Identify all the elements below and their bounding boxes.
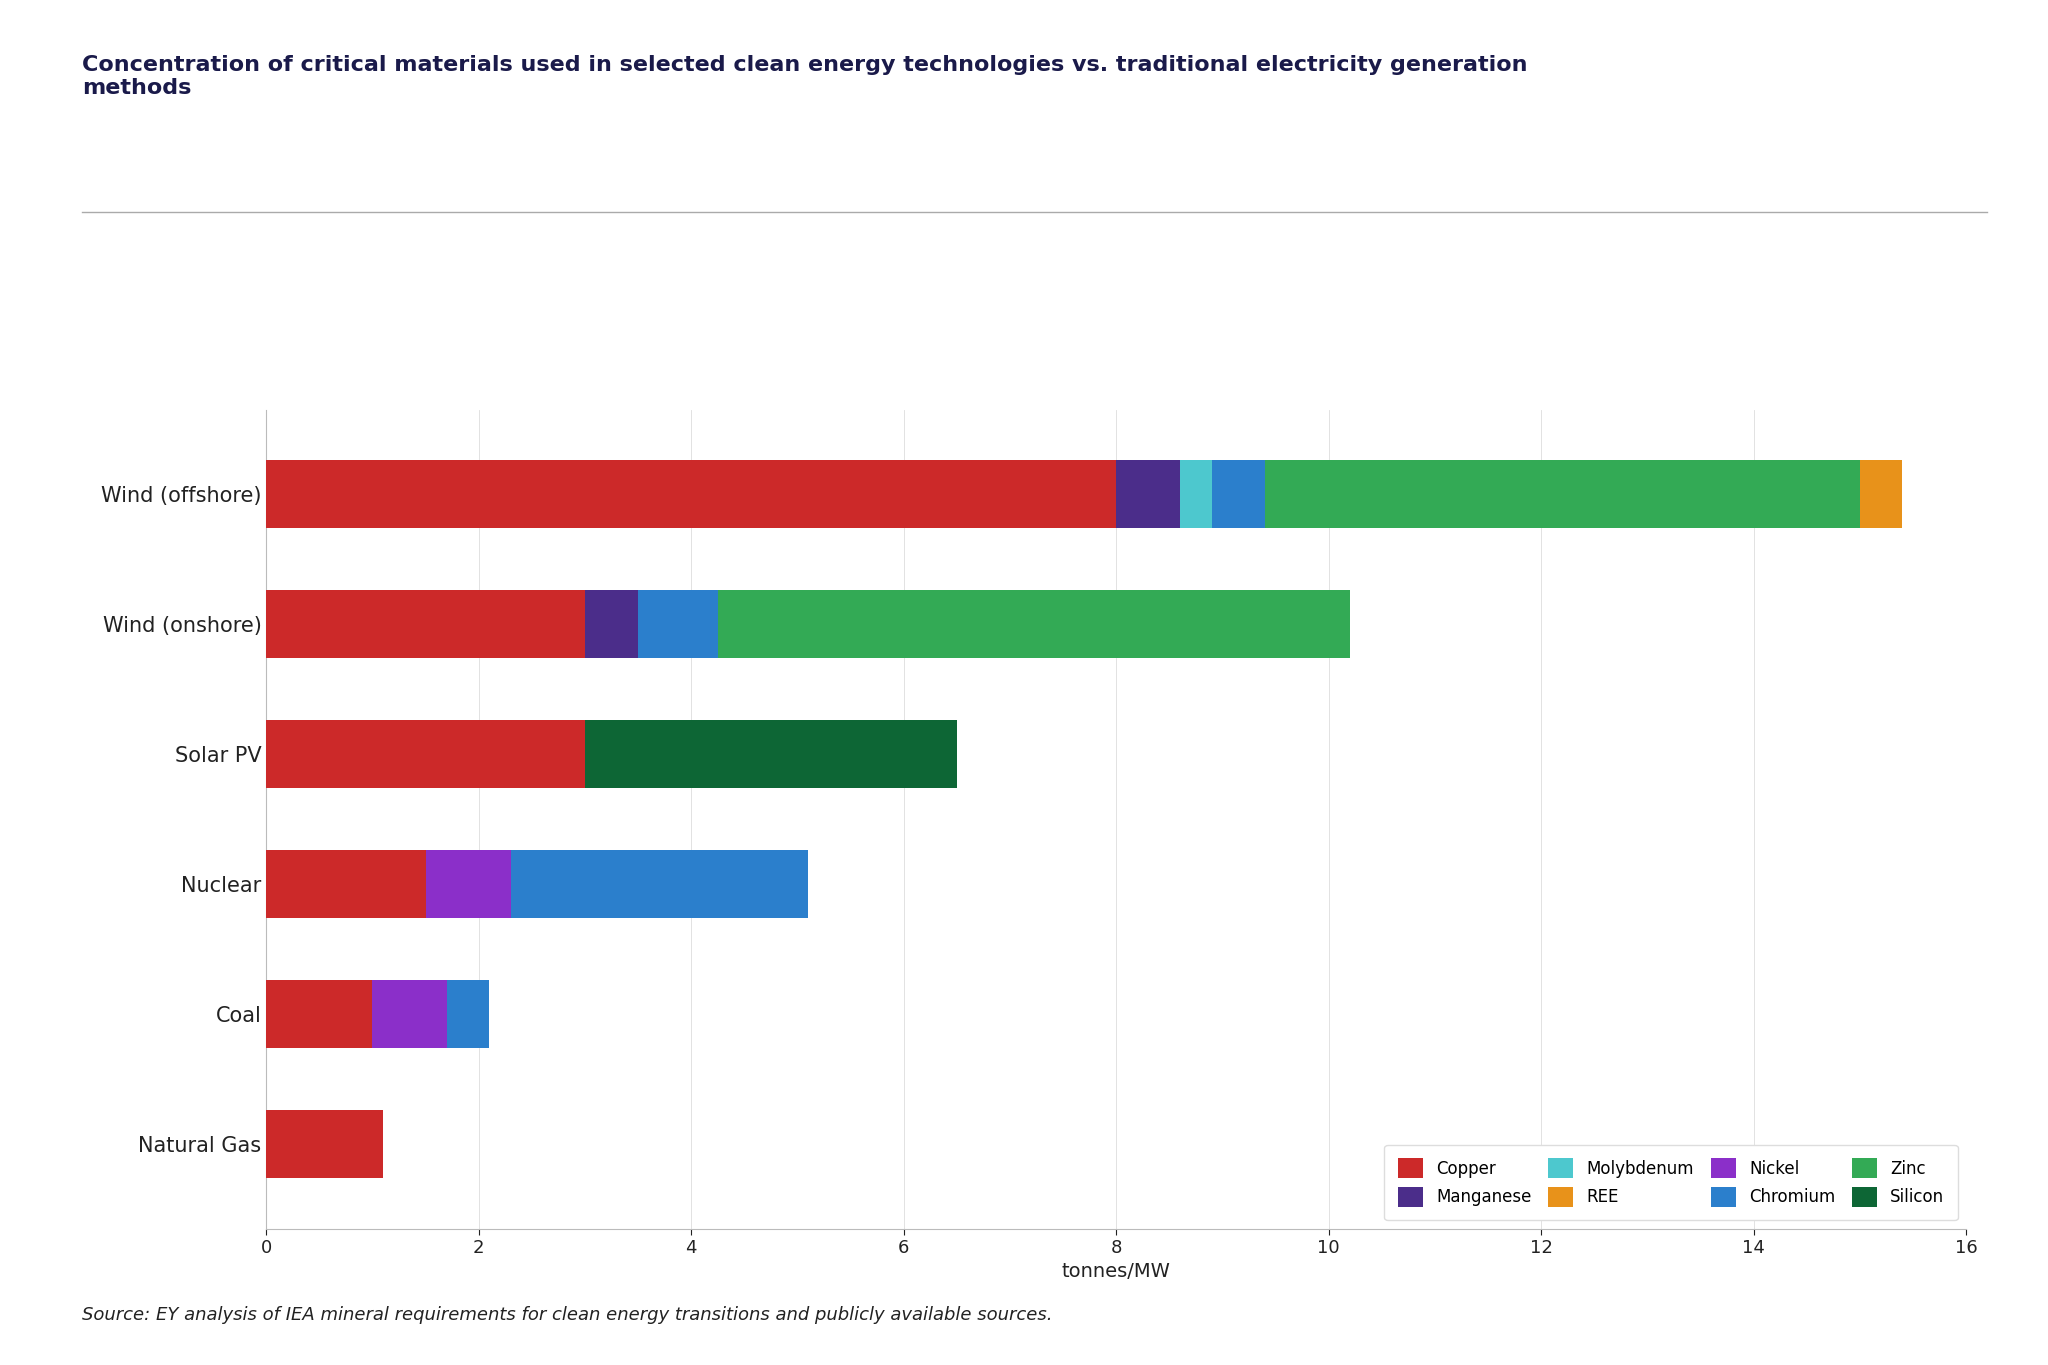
Bar [1860, 460, 1903, 528]
X-axis label: tonnes/MW: tonnes/MW [1061, 1263, 1171, 1282]
Text: Concentration of critical materials used in selected clean energy technologies v: Concentration of critical materials used… [82, 55, 1528, 98]
Bar [266, 721, 586, 788]
Bar [446, 980, 489, 1048]
Legend: Copper, Manganese, Molybdenum, REE, Nickel, Chromium, Zinc, Silicon: Copper, Manganese, Molybdenum, REE, Nick… [1384, 1144, 1958, 1220]
Bar [1266, 460, 1860, 528]
Bar [639, 590, 717, 658]
Bar [373, 980, 446, 1048]
Bar [1180, 460, 1212, 528]
Bar [586, 721, 956, 788]
Bar [426, 850, 510, 917]
Bar [586, 590, 639, 658]
Bar [510, 850, 809, 917]
Bar [266, 1110, 383, 1178]
Text: Source: EY analysis of IEA mineral requirements for clean energy transitions and: Source: EY analysis of IEA mineral requi… [82, 1306, 1053, 1324]
Bar [266, 590, 586, 658]
Bar [266, 460, 1116, 528]
Bar [266, 980, 373, 1048]
Bar [717, 590, 1350, 658]
Bar [1116, 460, 1180, 528]
Bar [1212, 460, 1266, 528]
Bar [266, 850, 426, 917]
